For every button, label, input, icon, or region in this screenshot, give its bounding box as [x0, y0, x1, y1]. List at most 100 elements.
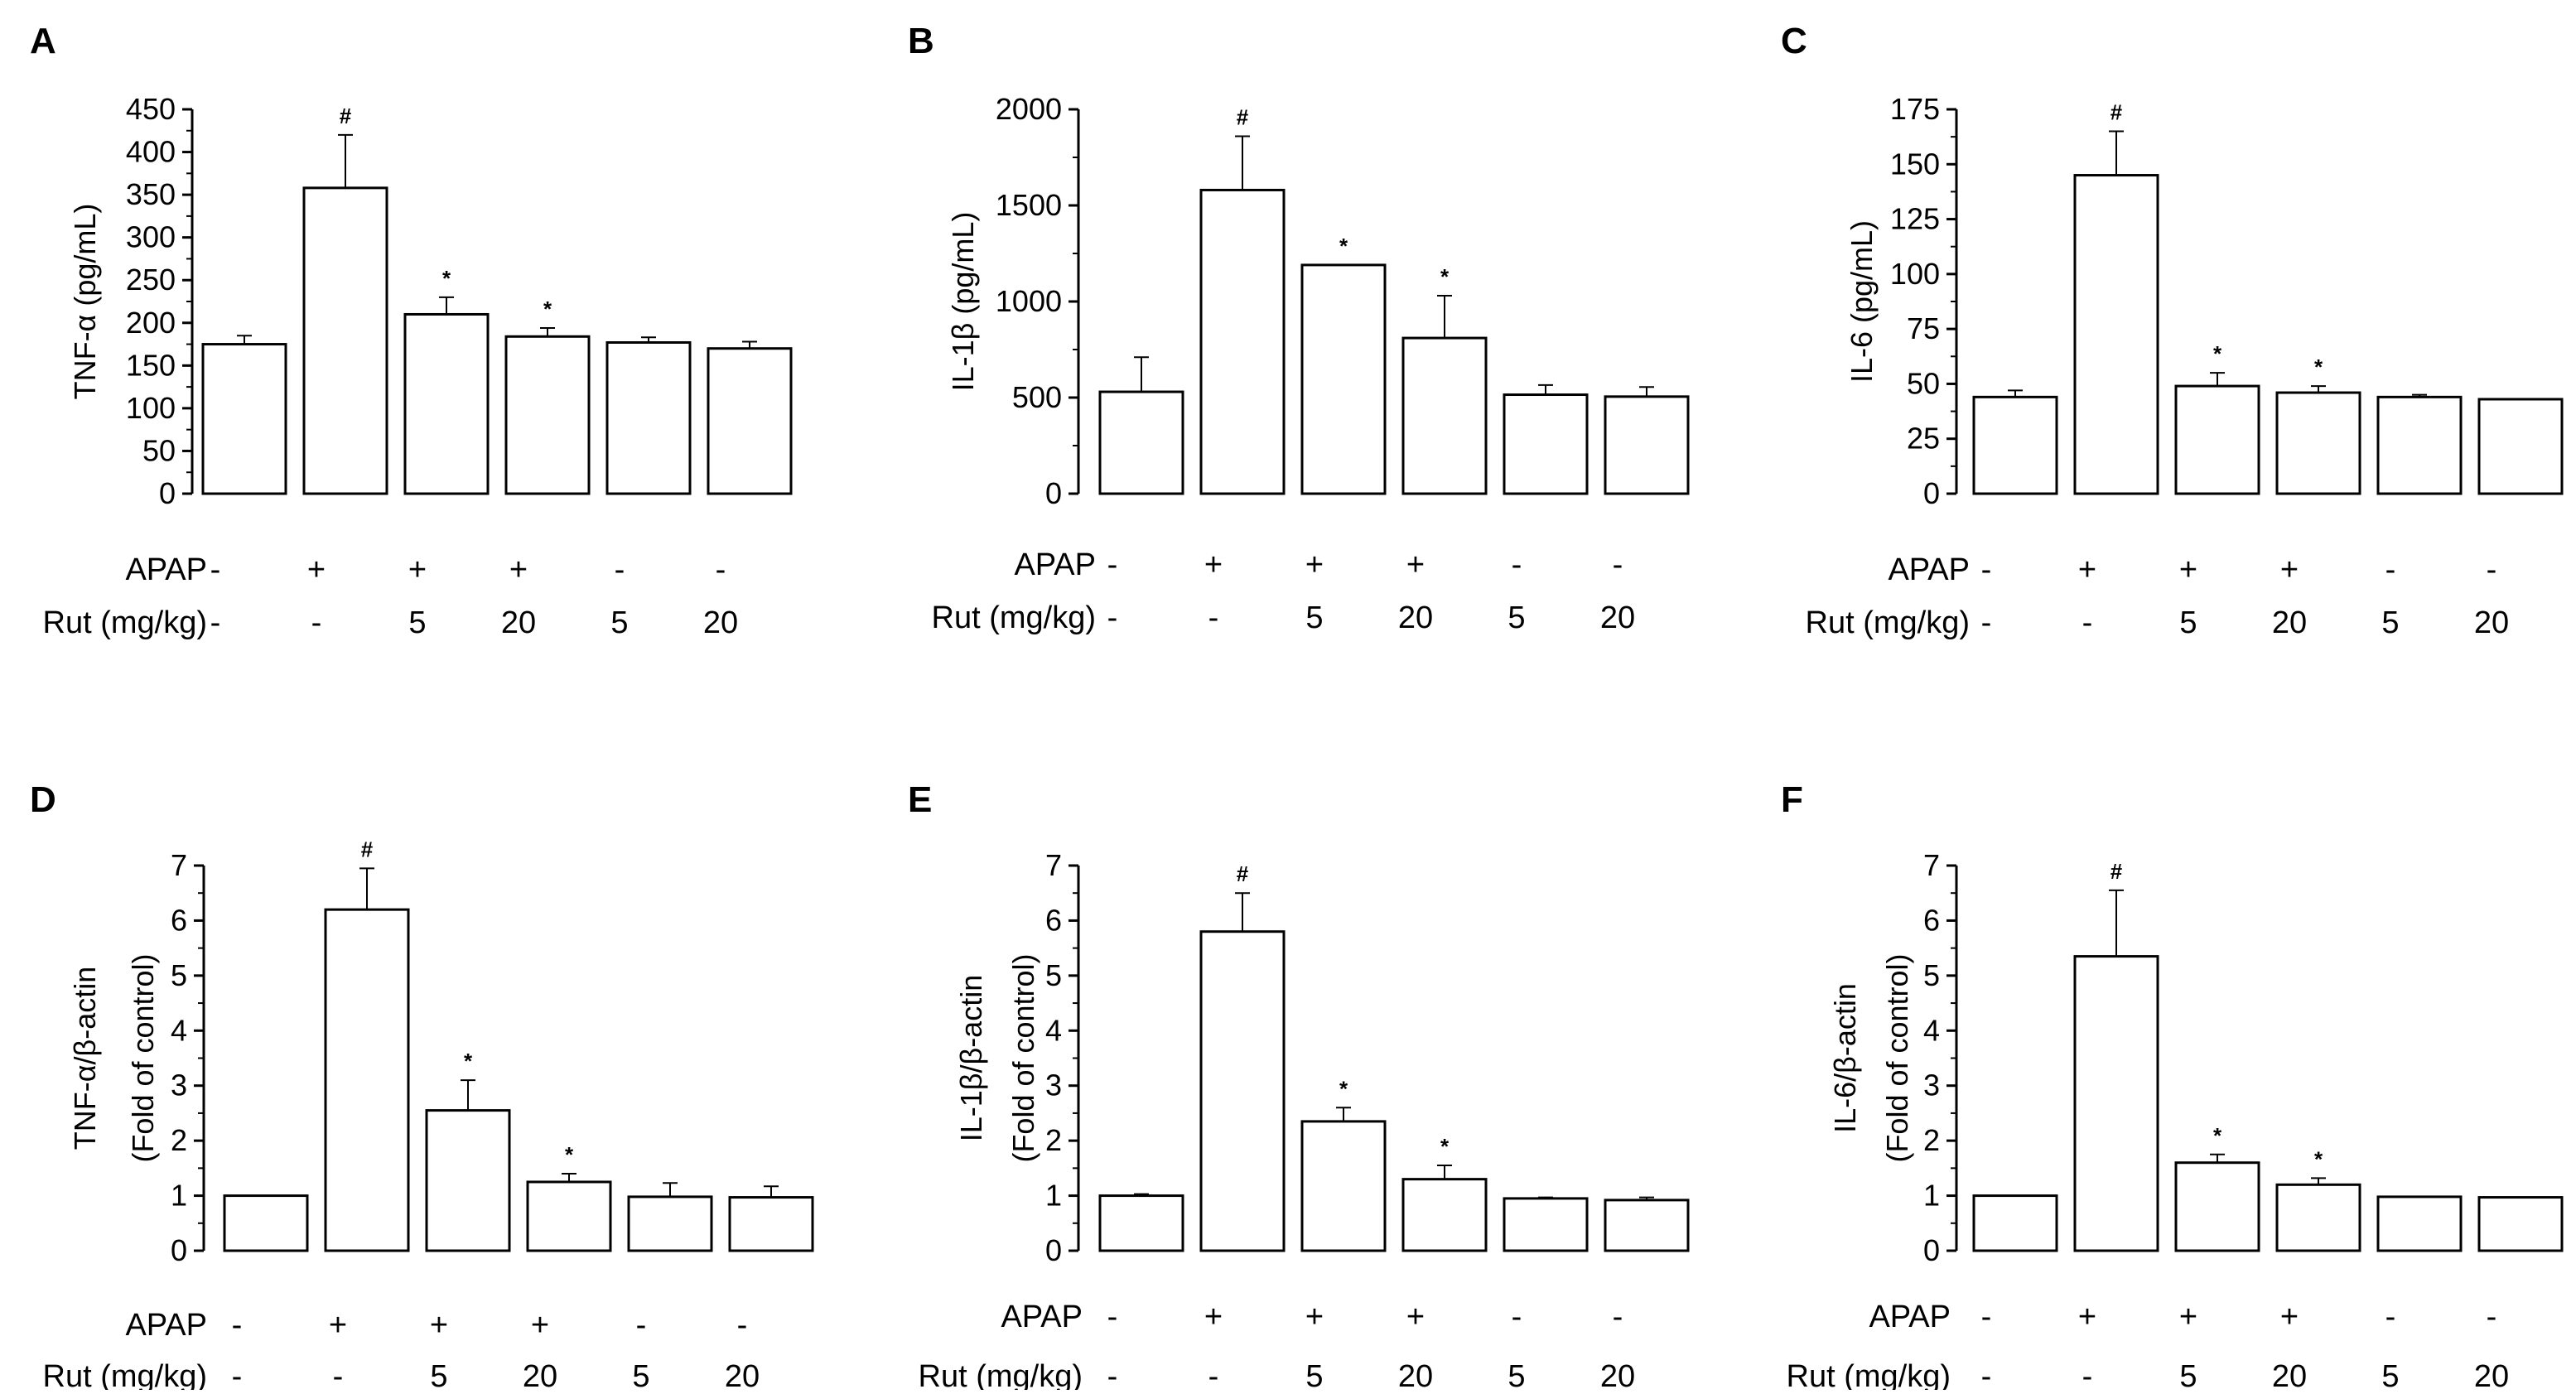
panel-letter: B — [908, 21, 934, 61]
y-tick-label: 5 — [171, 958, 187, 992]
rut-condition: 5 — [2179, 1359, 2197, 1390]
bar-1 — [201, 343, 287, 495]
apap-condition: + — [1204, 547, 1223, 582]
y-axis-title: IL-6 (pg/mL) — [1845, 220, 1879, 383]
apap-condition: + — [1305, 1300, 1324, 1334]
apap-condition: - — [636, 1308, 647, 1343]
y-tick-label: 350 — [126, 177, 176, 211]
apap-condition: + — [2078, 552, 2096, 587]
y-tick-label: 3 — [171, 1068, 187, 1102]
rut-condition: - — [2082, 605, 2093, 640]
rut-condition: 20 — [2474, 1359, 2509, 1390]
apap-condition: - — [1512, 1300, 1522, 1334]
panel-letter: E — [908, 779, 932, 820]
apap-condition: - — [1512, 547, 1522, 582]
y-tick-label: 200 — [126, 306, 176, 340]
y-tick-label: 50 — [1907, 366, 1940, 400]
rut-condition: - — [232, 1359, 243, 1390]
y-tick-label: 125 — [1890, 202, 1940, 236]
bar-5 — [627, 1195, 713, 1252]
apap-condition: - — [615, 552, 625, 587]
panel-c: C 0 25 50 75 100 125 150 175 IL-6 (pg/mL) # * * APAP R… — [1781, 21, 2564, 640]
significance-marker: # — [2110, 859, 2123, 884]
rut-condition: 20 — [1600, 1359, 1635, 1390]
bar-1 — [1972, 1194, 2058, 1252]
significance-marker: # — [361, 837, 374, 861]
panel-a: A 0 50 100 150 200 250 300 350 400 450 TNF-α (pg/mL… — [30, 21, 793, 640]
y-tick-label: 1 — [1923, 1179, 1940, 1213]
y-tick-label: 6 — [1045, 903, 1062, 937]
apap-condition: + — [430, 1308, 448, 1343]
apap-row-label: APAP — [1001, 1300, 1083, 1334]
bar-5 — [2376, 395, 2463, 495]
y-tick-label: 150 — [126, 348, 176, 382]
bar-5 — [1503, 1197, 1589, 1252]
rut-condition: 5 — [2381, 605, 2399, 640]
bar-4 — [526, 1180, 612, 1252]
rut-condition: - — [1981, 1359, 1992, 1390]
apap-row-label: APAP — [125, 1308, 207, 1343]
apap-condition: - — [1107, 547, 1118, 582]
significance-marker: # — [2110, 100, 2123, 125]
bar-6 — [2477, 398, 2564, 495]
apap-condition: + — [307, 552, 326, 587]
rut-condition: 20 — [725, 1359, 760, 1390]
y-tick-label: 100 — [126, 391, 176, 425]
apap-condition: - — [1613, 547, 1623, 582]
y-tick-label: 150 — [1890, 147, 1940, 181]
y-tick-label: 500 — [1012, 380, 1062, 414]
rut-condition: 20 — [2272, 1359, 2307, 1390]
bar-2 — [324, 908, 410, 1252]
y-tick-label: 5 — [1045, 958, 1062, 992]
rut-condition: - — [333, 1359, 344, 1390]
y-axis-title: IL-1β/β-actin — [954, 975, 988, 1141]
bar-1 — [223, 1194, 309, 1252]
rut-condition: 5 — [2381, 1359, 2399, 1390]
y-tick-label: 2 — [1923, 1123, 1940, 1157]
rut-condition: 5 — [632, 1359, 649, 1390]
y-tick-label: 400 — [126, 135, 176, 169]
y-tick-label: 2 — [1045, 1123, 1062, 1157]
panel-d: D 0 1 2 3 4 5 6 7 TNF-α/β-actin (Fold of control) #… — [30, 779, 814, 1394]
bar-3 — [2174, 1161, 2260, 1252]
apap-condition: + — [408, 552, 427, 587]
bar-2 — [1199, 188, 1286, 495]
significance-marker: * — [1440, 264, 1450, 289]
rut-condition: 5 — [430, 1359, 447, 1390]
panel-b: B 0 500 1000 1500 2000 IL-1β (pg/mL) # * * APAP Rut… — [908, 21, 1690, 635]
apap-condition: + — [1406, 1300, 1425, 1334]
y-axis-title: IL-6/β-actin — [1828, 983, 1862, 1133]
panel-e: E 0 1 2 3 4 5 6 7 IL-1β/β-actin (Fold of control) #… — [908, 779, 1690, 1394]
y-tick-label: 1500 — [996, 188, 1062, 222]
y-axis-title-2: (Fold of control) — [126, 953, 160, 1162]
y-tick-label: 1 — [171, 1179, 187, 1213]
y-tick-label: 175 — [1890, 92, 1940, 126]
bar-4 — [1401, 336, 1488, 495]
y-tick-label: 1000 — [996, 284, 1062, 318]
y-tick-label: 3 — [1923, 1068, 1940, 1102]
y-tick-label: 0 — [171, 1233, 187, 1267]
rut-row-label: Rut (mg/kg) — [932, 601, 1096, 635]
y-tick-label: 25 — [1907, 422, 1940, 456]
apap-condition: + — [2078, 1300, 2096, 1334]
bar-3 — [1300, 1120, 1387, 1252]
y-tick-label: 0 — [1045, 476, 1062, 510]
apap-condition: - — [1613, 1300, 1623, 1334]
rut-condition: - — [1208, 601, 1219, 635]
significance-marker: * — [565, 1142, 574, 1167]
y-tick-label: 5 — [1923, 958, 1940, 992]
apap-row-label: APAP — [1888, 552, 1970, 587]
apap-condition: + — [329, 1308, 347, 1343]
y-tick-label: 0 — [1923, 476, 1940, 510]
rut-row-label: Rut (mg/kg) — [43, 605, 207, 640]
apap-row-label: APAP — [1014, 547, 1096, 582]
rut-condition: 20 — [1398, 601, 1433, 635]
rut-condition: - — [1208, 1359, 1219, 1390]
rut-condition: 20 — [523, 1359, 557, 1390]
bar-2 — [2073, 955, 2159, 1252]
rut-condition: - — [311, 605, 322, 640]
panel-f: F 0 1 2 3 4 5 6 7 IL-6/β-actin (Fold of control) # *… — [1781, 779, 2564, 1394]
rut-condition: 20 — [2272, 605, 2307, 640]
significance-marker: # — [1237, 861, 1249, 886]
